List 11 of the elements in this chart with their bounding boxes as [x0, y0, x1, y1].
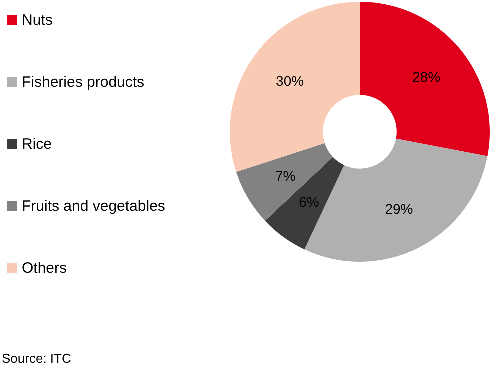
- legend-label: Fruits and vegetables: [22, 198, 166, 215]
- data-label: 7%: [275, 168, 296, 184]
- data-label: 28%: [412, 68, 441, 85]
- data-label: 29%: [385, 201, 414, 218]
- source-note: Source: ITC: [2, 351, 72, 366]
- data-label: 6%: [299, 194, 320, 210]
- data-label: 30%: [276, 73, 304, 90]
- legend-label: Others: [22, 260, 68, 277]
- legend-label: Nuts: [22, 12, 53, 29]
- legend-label: Fisheries products: [22, 74, 145, 91]
- legend-label: Rice: [22, 136, 52, 153]
